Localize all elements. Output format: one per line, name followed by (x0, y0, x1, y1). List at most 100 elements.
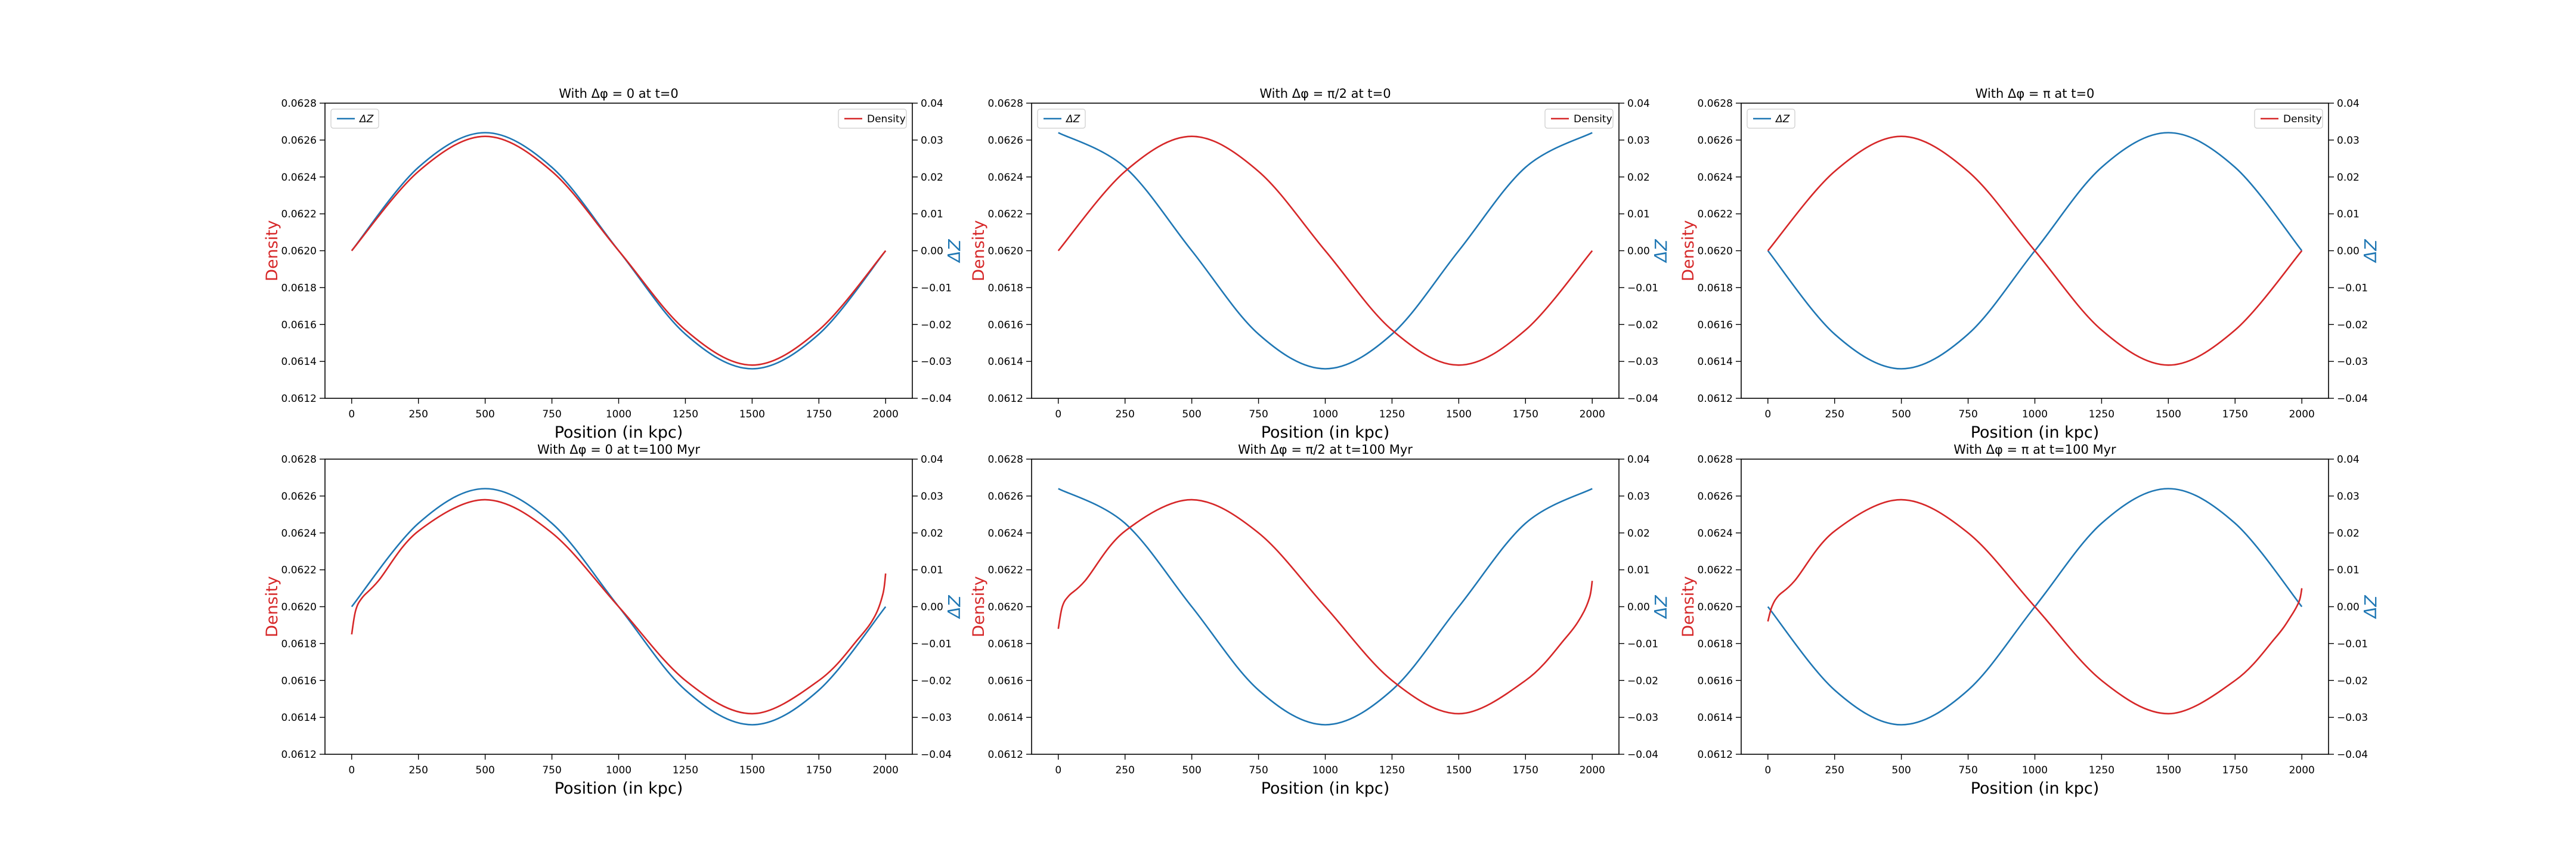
y-left-tick-label: 0.0622 (988, 565, 1023, 577)
x-tick-label: 2000 (873, 408, 899, 420)
legend-left-label: ΔZ (1775, 113, 1790, 125)
x-tick-label: 1750 (1513, 764, 1538, 776)
x-tick-label: 1750 (2222, 408, 2248, 420)
x-tick-label: 0 (1055, 764, 1061, 776)
y-left-tick-label: 0.0618 (1698, 282, 1733, 294)
y-left-axis-label: Density (1679, 220, 1698, 281)
y-left-tick-label: 0.0624 (281, 528, 317, 540)
y-right-tick-label: −0.01 (2337, 638, 2368, 650)
subplot-title: With Δφ = 0 at t=100 Myr (537, 442, 700, 457)
x-tick-label: 2000 (2289, 764, 2315, 776)
y-right-tick-label: −0.02 (2337, 319, 2368, 331)
legend-right-box (1544, 109, 1614, 129)
y-right-tick-label: 0.00 (1627, 246, 1650, 258)
x-axis-label: Position (in kpc) (1261, 423, 1390, 442)
x-tick-label: 1500 (2156, 408, 2181, 420)
y-right-tick-label: 0.04 (1627, 98, 1650, 110)
y-right-tick-label: 0.02 (921, 172, 943, 184)
x-tick-label: 750 (1958, 764, 1977, 776)
y-right-tick-label: −0.01 (1627, 638, 1658, 650)
y-left-tick-label: 0.0628 (1698, 98, 1733, 110)
y-left-tick-label: 0.0614 (988, 712, 1023, 724)
x-tick-label: 2000 (1580, 408, 1605, 420)
legend-left-label: ΔZ (358, 113, 374, 125)
y-right-axis-label: ΔZ (1651, 595, 1671, 620)
subplot-1: 0 250 500 750 1000 1250 1500 1750 2000 0.0612 0.06… (263, 86, 964, 442)
y-right-axis-label: ΔZ (1651, 239, 1671, 264)
x-tick-label: 250 (408, 764, 428, 776)
y-right-tick-label: −0.04 (921, 749, 952, 761)
x-tick-label: 2000 (1580, 764, 1605, 776)
subplot-title: With Δφ = π at t=100 Myr (1953, 442, 2116, 457)
legend-right-box (838, 109, 907, 129)
y-right-tick-label: −0.02 (921, 675, 952, 687)
x-tick-label: 500 (1182, 408, 1201, 420)
x-tick-label: 1500 (2156, 764, 2181, 776)
subplot-5: 0 250 500 750 1000 1250 1500 1750 2000 0.0612 0.06… (970, 442, 1671, 798)
x-tick-label: 250 (408, 408, 428, 420)
y-left-tick-label: 0.0620 (281, 602, 317, 614)
x-tick-label: 1000 (606, 408, 631, 420)
y-right-tick-label: −0.03 (2337, 712, 2368, 724)
x-tick-label: 2000 (873, 764, 899, 776)
y-left-tick-label: 0.0620 (1698, 246, 1733, 258)
y-left-tick-label: 0.0622 (281, 565, 317, 577)
y-left-tick-label: 0.0618 (281, 638, 317, 650)
y-left-tick-label: 0.0616 (1698, 675, 1733, 687)
y-right-tick-label: −0.02 (921, 319, 952, 331)
y-left-tick-label: 0.0616 (988, 319, 1023, 331)
y-left-tick-label: 0.0628 (988, 454, 1023, 466)
x-tick-label: 1000 (2022, 764, 2048, 776)
y-left-tick-label: 0.0618 (988, 638, 1023, 650)
x-tick-label: 1750 (1513, 408, 1538, 420)
legend-left: ΔZ (330, 109, 379, 129)
x-axis-label: Position (in kpc) (555, 779, 683, 798)
y-right-tick-label: 0.03 (1627, 491, 1650, 503)
x-tick-label: 1750 (806, 764, 832, 776)
y-left-tick-label: 0.0618 (1698, 638, 1733, 650)
y-left-tick-label: 0.0616 (281, 675, 317, 687)
y-right-tick-label: −0.03 (2337, 356, 2368, 368)
x-tick-label: 500 (1891, 408, 1911, 420)
y-left-tick-label: 0.0612 (281, 393, 317, 405)
x-tick-label: 250 (1825, 408, 1844, 420)
density-line (1057, 135, 1593, 366)
x-tick-label: 1250 (1379, 408, 1405, 420)
y-right-tick-label: 0.04 (2337, 98, 2360, 110)
delta-z-line (1058, 132, 1593, 370)
y-right-tick-label: 0.04 (1627, 454, 1650, 466)
y-right-axis-label: ΔZ (945, 595, 964, 620)
y-right-tick-label: −0.04 (2337, 393, 2368, 405)
density-line (351, 498, 887, 715)
y-left-tick-label: 0.0628 (1698, 454, 1733, 466)
y-left-tick-label: 0.0618 (988, 282, 1023, 294)
y-right-tick-label: 0.01 (921, 209, 943, 221)
x-tick-label: 1500 (1446, 764, 1472, 776)
x-tick-label: 1250 (2089, 764, 2114, 776)
y-left-tick-label: 0.0626 (281, 491, 317, 503)
legend-right-label: Density (2283, 113, 2322, 125)
y-left-tick-label: 0.0628 (281, 454, 317, 466)
y-right-tick-label: 0.01 (2337, 565, 2360, 577)
y-left-tick-label: 0.0626 (281, 135, 317, 147)
y-left-axis-label: Density (263, 220, 281, 281)
y-right-tick-label: −0.02 (1627, 319, 1658, 331)
y-right-tick-label: −0.04 (1627, 749, 1658, 761)
y-left-tick-label: 0.0618 (281, 282, 317, 294)
y-right-tick-label: −0.03 (921, 356, 952, 368)
y-left-tick-label: 0.0620 (1698, 602, 1733, 614)
y-left-tick-label: 0.0614 (281, 356, 317, 368)
x-tick-label: 500 (1891, 764, 1911, 776)
y-right-tick-label: 0.00 (2337, 246, 2360, 258)
y-left-tick-label: 0.0624 (281, 172, 317, 184)
y-left-tick-label: 0.0626 (988, 491, 1023, 503)
y-left-tick-label: 0.0614 (1698, 356, 1733, 368)
subplot-title: With Δφ = π at t=0 (1976, 86, 2095, 101)
y-left-tick-label: 0.0628 (988, 98, 1023, 110)
y-right-tick-label: −0.03 (1627, 712, 1658, 724)
y-left-axis-label: Density (1679, 576, 1698, 637)
x-tick-label: 1000 (1312, 764, 1338, 776)
y-left-tick-label: 0.0612 (988, 393, 1023, 405)
x-axis-label: Position (in kpc) (1971, 779, 2100, 798)
